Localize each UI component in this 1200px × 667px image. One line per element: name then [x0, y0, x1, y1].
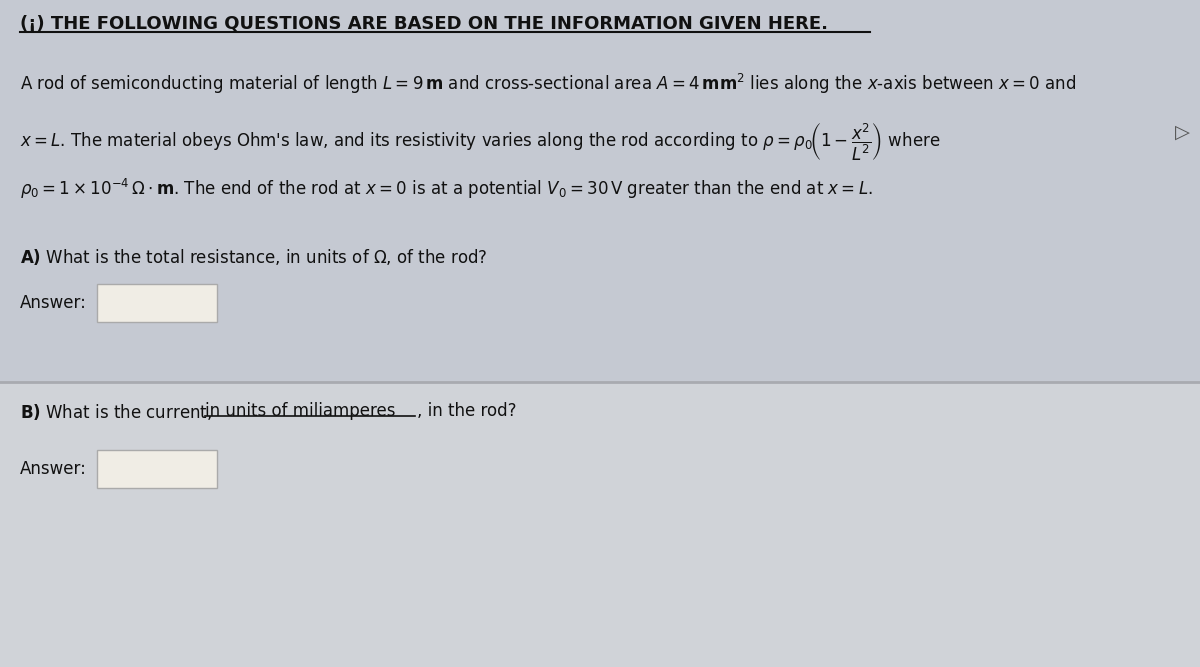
Text: Answer:: Answer: — [20, 460, 86, 478]
Text: $\mathbf{A)}$ What is the total resistance, in units of $\Omega$, of the rod?: $\mathbf{A)}$ What is the total resistan… — [20, 247, 487, 267]
Text: , in the rod?: , in the rod? — [418, 402, 516, 420]
Text: $\rho_0 = 1 \times 10^{-4}\,\Omega \cdot \mathbf{m}$. The end of the rod at $x =: $\rho_0 = 1 \times 10^{-4}\,\Omega \cdot… — [20, 177, 872, 201]
Text: $x = L$. The material obeys Ohm's law, and its resistivity varies along the rod : $x = L$. The material obeys Ohm's law, a… — [20, 122, 941, 163]
Text: A rod of semiconducting material of length $L = 9\,\mathbf{m}$ and cross-section: A rod of semiconducting material of leng… — [20, 72, 1076, 96]
Bar — [97, 450, 217, 488]
Text: (¡) THE FOLLOWING QUESTIONS ARE BASED ON THE INFORMATION GIVEN HERE.: (¡) THE FOLLOWING QUESTIONS ARE BASED ON… — [20, 15, 828, 33]
Bar — [0, 0, 1200, 382]
Bar — [0, 382, 1200, 667]
Bar — [97, 284, 217, 322]
Text: in units of ​miliamperes: in units of ​miliamperes — [205, 402, 396, 420]
Text: ▷: ▷ — [1175, 123, 1190, 141]
Text: $\mathbf{B)}$ What is the current,: $\mathbf{B)}$ What is the current, — [20, 402, 214, 422]
Text: Answer:: Answer: — [20, 294, 86, 312]
